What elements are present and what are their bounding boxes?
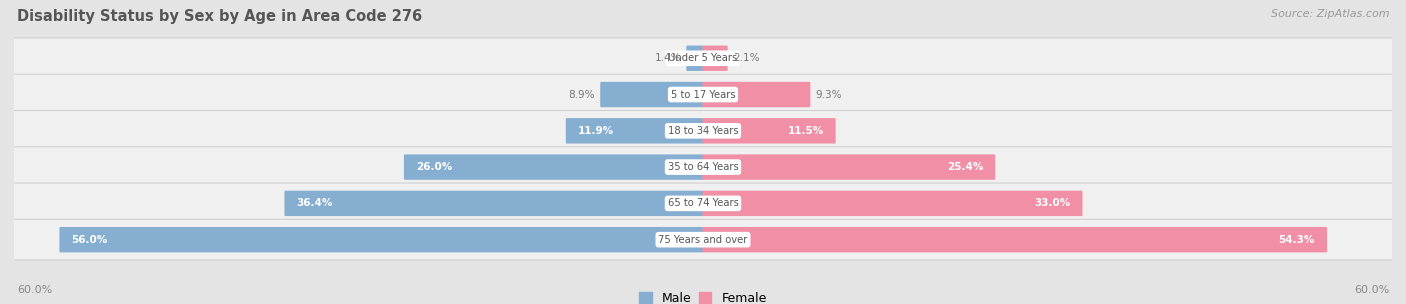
FancyBboxPatch shape <box>565 118 703 143</box>
FancyBboxPatch shape <box>13 110 1393 151</box>
Text: 65 to 74 Years: 65 to 74 Years <box>668 199 738 208</box>
Text: 9.3%: 9.3% <box>815 90 842 99</box>
Text: 25.4%: 25.4% <box>946 162 983 172</box>
Text: 26.0%: 26.0% <box>416 162 453 172</box>
Legend: Male, Female: Male, Female <box>640 292 766 304</box>
FancyBboxPatch shape <box>703 154 995 180</box>
FancyBboxPatch shape <box>13 147 1393 188</box>
Text: 5 to 17 Years: 5 to 17 Years <box>671 90 735 99</box>
Text: 2.1%: 2.1% <box>733 53 759 63</box>
FancyBboxPatch shape <box>703 46 728 71</box>
FancyBboxPatch shape <box>13 38 1393 78</box>
Text: 35 to 64 Years: 35 to 64 Years <box>668 162 738 172</box>
Text: 54.3%: 54.3% <box>1278 235 1315 245</box>
FancyBboxPatch shape <box>686 46 703 71</box>
FancyBboxPatch shape <box>600 82 703 107</box>
Text: 33.0%: 33.0% <box>1035 199 1070 208</box>
Text: 60.0%: 60.0% <box>1354 285 1389 295</box>
Text: 11.5%: 11.5% <box>787 126 824 136</box>
FancyBboxPatch shape <box>13 74 1393 115</box>
Text: 60.0%: 60.0% <box>17 285 52 295</box>
FancyBboxPatch shape <box>703 191 1083 216</box>
Text: 8.9%: 8.9% <box>568 90 595 99</box>
FancyBboxPatch shape <box>284 191 703 216</box>
FancyBboxPatch shape <box>703 82 810 107</box>
Text: 75 Years and over: 75 Years and over <box>658 235 748 245</box>
FancyBboxPatch shape <box>703 227 1327 252</box>
FancyBboxPatch shape <box>404 154 703 180</box>
FancyBboxPatch shape <box>13 183 1393 224</box>
Text: 36.4%: 36.4% <box>297 199 333 208</box>
Text: 1.4%: 1.4% <box>655 53 681 63</box>
FancyBboxPatch shape <box>59 227 703 252</box>
Text: Source: ZipAtlas.com: Source: ZipAtlas.com <box>1271 9 1389 19</box>
Text: 18 to 34 Years: 18 to 34 Years <box>668 126 738 136</box>
Text: 56.0%: 56.0% <box>72 235 108 245</box>
FancyBboxPatch shape <box>703 118 835 143</box>
Text: Disability Status by Sex by Age in Area Code 276: Disability Status by Sex by Age in Area … <box>17 9 422 24</box>
Text: Under 5 Years: Under 5 Years <box>668 53 738 63</box>
FancyBboxPatch shape <box>13 219 1393 260</box>
Text: 11.9%: 11.9% <box>578 126 614 136</box>
